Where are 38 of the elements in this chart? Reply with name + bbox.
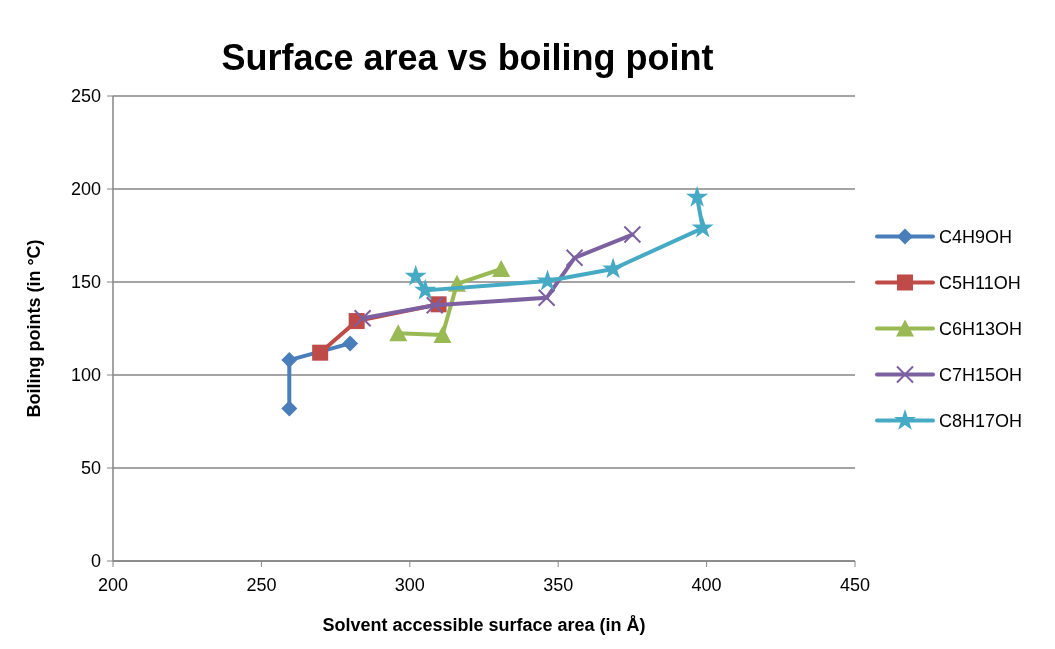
point — [404, 264, 427, 286]
point — [353, 309, 372, 328]
point — [425, 296, 444, 315]
x-axis-title: Solvent accessible surface area (in Å) — [322, 615, 646, 635]
x-tick-label: 300 — [394, 575, 425, 595]
point — [281, 400, 298, 417]
chart-title: Surface area vs boiling point — [221, 37, 714, 78]
legend-label: C8H17OH — [939, 410, 1023, 431]
point — [389, 324, 408, 342]
x-tick-label: 200 — [97, 575, 129, 595]
point — [342, 335, 359, 352]
y-tick-label: 250 — [70, 86, 101, 107]
point — [414, 278, 437, 300]
x-tick-label: 350 — [543, 575, 574, 595]
y-axis-title: Boiling points (in °C) — [24, 239, 44, 418]
y-tick-label: 150 — [70, 272, 101, 293]
y-tick-label: 50 — [80, 458, 101, 479]
point — [433, 326, 452, 344]
point — [536, 269, 559, 291]
point — [281, 352, 298, 369]
point — [565, 248, 584, 267]
x-tick-label: 250 — [246, 575, 277, 595]
x-tick-label: 450 — [839, 575, 871, 595]
y-tick-label: 0 — [90, 551, 101, 572]
point — [602, 257, 625, 279]
point — [691, 216, 714, 238]
point — [686, 185, 709, 207]
y-tick-label: 100 — [70, 365, 101, 386]
legend-label: C7H15OH — [939, 364, 1023, 385]
point — [623, 225, 642, 244]
legend-label: C4H9OH — [939, 226, 1013, 247]
y-tick-label: 200 — [70, 179, 101, 200]
legend-label: C5H11OH — [939, 272, 1021, 293]
x-tick-label: 400 — [691, 575, 722, 595]
point — [492, 259, 511, 277]
point — [312, 344, 329, 361]
legend-label: C6H13OH — [939, 318, 1023, 339]
point — [537, 288, 556, 307]
